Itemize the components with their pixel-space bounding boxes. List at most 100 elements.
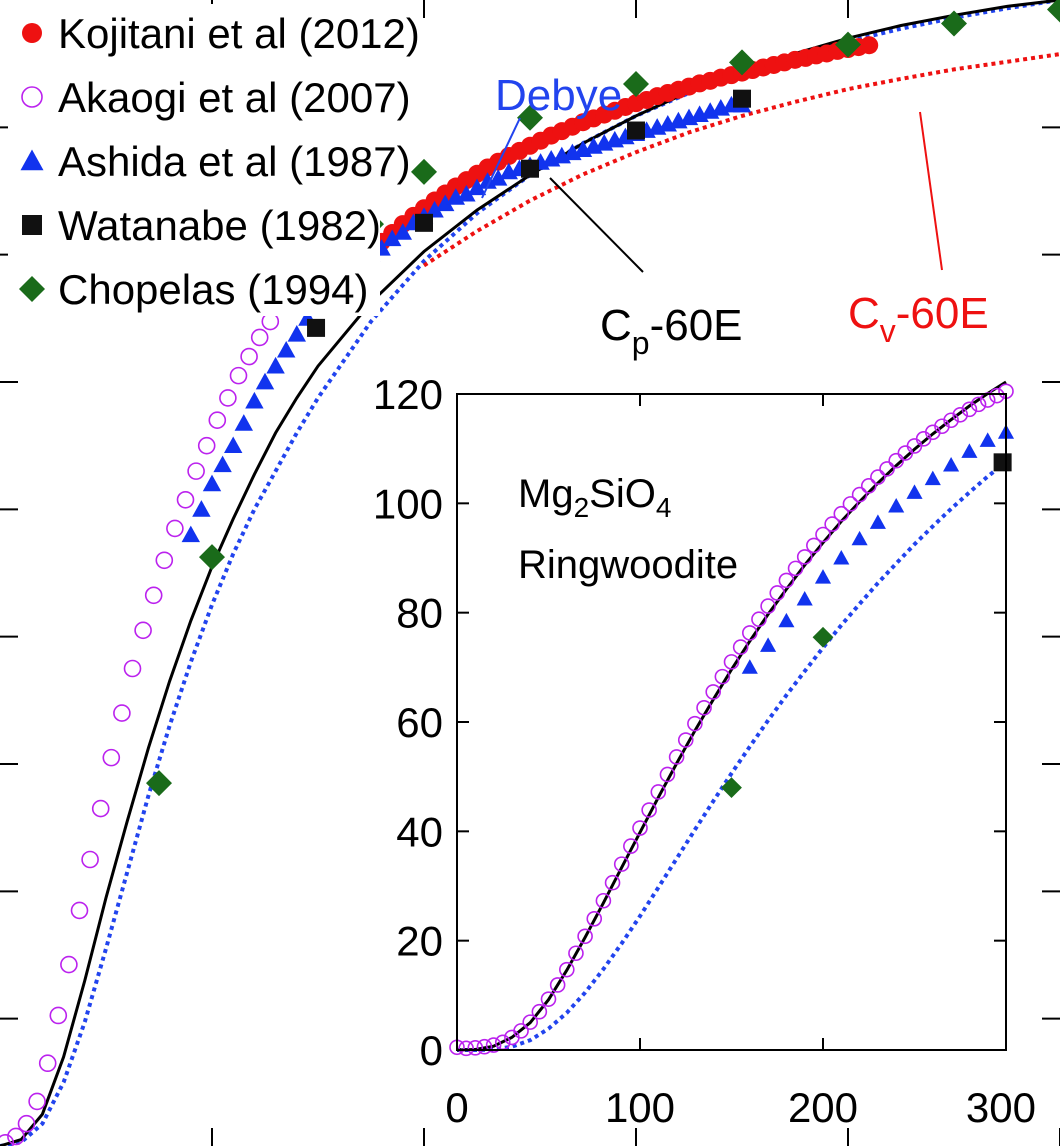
inset-point-akaogi-et-al-2007	[760, 598, 776, 614]
inset-point-akaogi-et-al-2007	[623, 838, 639, 854]
inset-point-akaogi-et-al-2007	[641, 802, 657, 818]
inset-point-akaogi-et-al-2007	[888, 452, 905, 469]
inset-point-akaogi-et-al-2007	[687, 715, 703, 732]
inset-point-ashida-et-al-1987	[833, 549, 850, 565]
inset-point-ashida-et-al-1987	[760, 637, 777, 652]
main-point-chopelas-1994	[941, 10, 967, 37]
main-point-akaogi-et-al-2007	[187, 462, 205, 480]
main-point-akaogi-et-al-2007	[123, 659, 142, 678]
main-point-akaogi-et-al-2007	[176, 490, 195, 509]
inset-point-ashida-et-al-1987	[796, 590, 813, 606]
inset-x-tick-label: 0	[445, 1084, 468, 1131]
inset-point-akaogi-et-al-2007	[558, 961, 575, 978]
main-point-chopelas-1994	[729, 49, 755, 76]
inset-x-tick-label: 300	[966, 1084, 1036, 1131]
main-point-watanabe-1982	[415, 213, 433, 232]
main-point-ashida-et-al-1987	[457, 184, 476, 202]
legend-label: Watanabe (1982)	[58, 202, 381, 249]
inset-annotation-formula: Mg2SiO4	[518, 472, 671, 523]
main-point-ashida-et-al-1987	[277, 340, 296, 358]
inset-y-tick-label: 20	[396, 918, 443, 965]
inset-point-akaogi-et-al-2007	[458, 1040, 474, 1057]
main-point-akaogi-et-al-2007	[102, 748, 121, 767]
main-point-ashida-et-al-1987	[287, 325, 306, 342]
main-point-akaogi-et-al-2007	[38, 1054, 57, 1073]
cv-label: Cv-60E	[848, 289, 989, 349]
inset-point-chopelas-1994	[812, 626, 834, 648]
inset-point-akaogi-et-al-2007	[787, 560, 804, 577]
main-point-chopelas-1994	[517, 104, 543, 131]
cp-label: Cp-60E	[600, 301, 743, 361]
inset-y-tick-label: 0	[420, 1027, 443, 1074]
inset-point-akaogi-et-al-2007	[677, 732, 694, 748]
inset-point-akaogi-et-al-2007	[595, 892, 612, 909]
inset-point-akaogi-et-al-2007	[769, 585, 786, 601]
inset-point-akaogi-et-al-2007	[549, 977, 566, 993]
inset-point-ashida-et-al-1987	[979, 432, 996, 447]
inset-plot: 0 20 40 60 80 100 120 0 100 200 300 Mg2SiO4 Ringwo…	[373, 371, 1036, 1131]
inset-y-tick-label: 80	[396, 590, 443, 637]
cp-pointer	[549, 177, 644, 273]
main-point-akaogi-et-al-2007	[144, 586, 163, 605]
main-point-ashida-et-al-1987	[192, 500, 211, 517]
inset-ticks: 0 20 40 60 80 100 120 0 100 200 300	[373, 371, 1036, 1131]
inset-point-akaogi-et-al-2007	[513, 1023, 529, 1039]
inset-point-akaogi-et-al-2007	[970, 396, 987, 413]
inset-point-akaogi-et-al-2007	[604, 874, 621, 891]
main-point-ashida-et-al-1987	[245, 391, 264, 409]
main-point-watanabe-1982	[521, 159, 539, 178]
inset-point-ashida-et-al-1987	[869, 514, 886, 529]
legend: Kojitani et al (2012) Akaogi et al (2007)…	[8, 4, 420, 316]
inset-point-akaogi-et-al-2007	[705, 684, 722, 700]
inset-point-ashida-et-al-1987	[778, 612, 795, 628]
inset-point-akaogi-et-al-2007	[540, 991, 557, 1007]
inset-point-akaogi-et-al-2007	[613, 856, 630, 872]
main-point-watanabe-1982	[307, 318, 326, 337]
inset-point-akaogi-et-al-2007	[833, 505, 850, 522]
inset-point-akaogi-et-al-2007	[879, 461, 895, 477]
main-point-chopelas-1994	[835, 31, 861, 58]
inset-point-akaogi-et-al-2007	[778, 572, 795, 589]
inset-point-akaogi-et-al-2007	[586, 910, 603, 927]
inset-point-akaogi-et-al-2007	[696, 699, 712, 716]
inset-point-akaogi-et-al-2007	[577, 928, 593, 945]
inset-point-akaogi-et-al-2007	[485, 1037, 502, 1053]
main-curve-cv-60e	[422, 52, 1060, 268]
main-point-chopelas-1994	[1047, 0, 1060, 23]
main-point-akaogi-et-al-2007	[155, 551, 174, 570]
inset-point-akaogi-et-al-2007	[796, 549, 813, 565]
main-point-ashida-et-al-1987	[425, 200, 444, 218]
inset-x-tick-label: 200	[788, 1084, 858, 1131]
main-point-ashida-et-al-1987	[467, 178, 487, 196]
main-point-watanabe-1982	[733, 89, 751, 108]
main-point-akaogi-et-al-2007	[240, 347, 258, 366]
inset-y-tick-label: 120	[373, 371, 443, 418]
main-point-chopelas-1994	[411, 158, 437, 185]
inset-point-akaogi-et-al-2007	[659, 766, 676, 783]
main-point-ashida-et-al-1987	[181, 525, 200, 543]
inset-plot-background	[457, 394, 1006, 1050]
inset-point-akaogi-et-al-2007	[961, 401, 978, 418]
inset-point-akaogi-et-al-2007	[989, 387, 1005, 404]
inset-point-akaogi-et-al-2007	[824, 516, 840, 532]
legend-label: Akaogi et al (2007)	[58, 74, 411, 121]
main-point-akaogi-et-al-2007	[60, 955, 78, 974]
main-point-akaogi-et-al-2007	[81, 850, 99, 869]
main-point-ashida-et-al-1987	[436, 194, 455, 212]
main-point-ashida-et-al-1987	[255, 372, 275, 390]
main-point-ashida-et-al-1987	[383, 229, 402, 247]
legend-label: Ashida et al (1987)	[58, 138, 411, 185]
main-point-akaogi-et-al-2007	[70, 901, 89, 920]
inset-point-ashida-et-al-1987	[961, 443, 978, 458]
inset-point-akaogi-et-al-2007	[851, 486, 868, 503]
legend-marker	[19, 276, 45, 302]
main-point-chopelas-1994	[623, 71, 649, 98]
main-point-akaogi-et-al-2007	[91, 799, 110, 818]
legend-label: Kojitani et al (2012)	[58, 10, 420, 57]
inset-point-akaogi-et-al-2007	[467, 1040, 484, 1056]
inset-point-akaogi-et-al-2007	[732, 639, 749, 655]
inset-point-akaogi-et-al-2007	[751, 611, 767, 628]
inset-point-ashida-et-al-1987	[741, 659, 758, 674]
cv-pointer	[919, 111, 943, 271]
